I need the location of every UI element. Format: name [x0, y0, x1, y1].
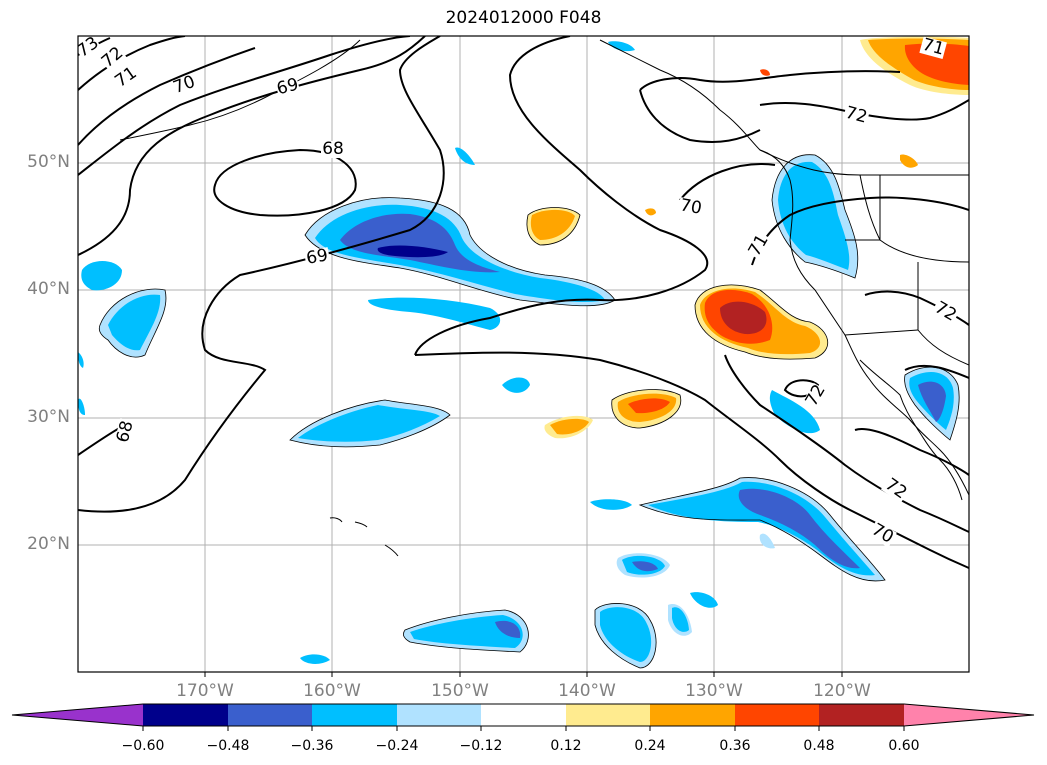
colorbar-bin-zero: [481, 704, 566, 726]
svg-text:71: 71: [920, 35, 946, 60]
colorbar-bin-neg060: [143, 704, 228, 726]
colorbar-bin-neg036: [312, 704, 397, 726]
map-panel: 73 72 71 70 69 68: [77, 35, 970, 677]
colorbar-bin-pos012: [566, 704, 650, 726]
colorbar-extend-low: [12, 704, 143, 726]
colorbar-tick-pos060: 0.60: [888, 738, 920, 754]
colorbar-tick-pos012: 0.12: [550, 738, 582, 754]
lon-label-130w: 130°W: [685, 681, 743, 701]
fill-neg048: [377, 245, 448, 258]
colorbar-tick-pos024: 0.24: [634, 738, 666, 754]
colorbar-tick-neg024: −0.24: [375, 738, 419, 754]
fill-neg036: [340, 213, 500, 273]
colorbar-bin-neg024: [397, 704, 481, 726]
anomaly-fills: [78, 36, 969, 668]
colorbar-bin-pos024: [650, 704, 735, 726]
coastlines: [119, 39, 969, 557]
lon-label-170w: 170°W: [176, 681, 234, 701]
colorbar-bin-neg048: [228, 704, 312, 726]
svg-text:69: 69: [305, 245, 330, 268]
colorbar-tick-neg036: −0.36: [290, 738, 334, 754]
colorbar-bin-pos048: [819, 704, 904, 726]
contour-label-68b: 68: [113, 418, 138, 446]
map-frame: [77, 35, 970, 673]
lon-label-140w: 140°W: [558, 681, 616, 701]
contour-label-68: 68: [321, 139, 345, 159]
contour-label-71c: 71: [919, 35, 947, 60]
lon-label-150w: 150°W: [431, 681, 489, 701]
svg-text:70: 70: [678, 195, 703, 218]
contour-label-69b: 69: [303, 245, 331, 269]
lon-label-120w: 120°W: [813, 681, 871, 701]
colorbar-tick-pos036: 0.36: [719, 738, 751, 754]
colorbar-tick-neg048: −0.48: [206, 738, 250, 754]
lat-label-40n: 40°N: [27, 279, 70, 299]
svg-text:68: 68: [322, 139, 344, 159]
lat-label-50n: 50°N: [27, 152, 70, 172]
contour-label-69: 69: [275, 74, 301, 99]
lat-label-20n: 20°N: [27, 534, 70, 554]
colorbar-extend-high: [904, 704, 1034, 726]
colorbar-tick-pos048: 0.48: [803, 738, 835, 754]
contour-label-70b: 70: [677, 195, 705, 219]
colorbar-tick-neg060: −0.60: [121, 738, 165, 754]
map-title: 2024012000 F048: [445, 8, 602, 28]
lon-label-160w: 160°W: [303, 681, 361, 701]
colorbar-bin-pos036: [735, 704, 819, 726]
colorbar-tick-neg012: −0.12: [459, 738, 503, 754]
lat-label-30n: 30°N: [27, 407, 70, 427]
